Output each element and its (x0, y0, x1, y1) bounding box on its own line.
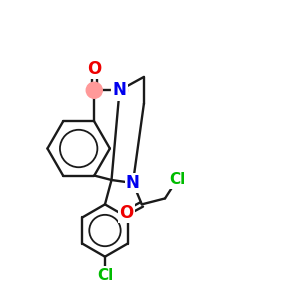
Text: N: N (126, 174, 140, 192)
Circle shape (86, 82, 102, 98)
Text: O: O (119, 204, 134, 222)
Circle shape (112, 82, 127, 98)
Text: Cl: Cl (169, 172, 185, 188)
Text: Cl: Cl (97, 268, 113, 283)
Text: N: N (112, 81, 127, 99)
Text: O: O (87, 60, 101, 78)
